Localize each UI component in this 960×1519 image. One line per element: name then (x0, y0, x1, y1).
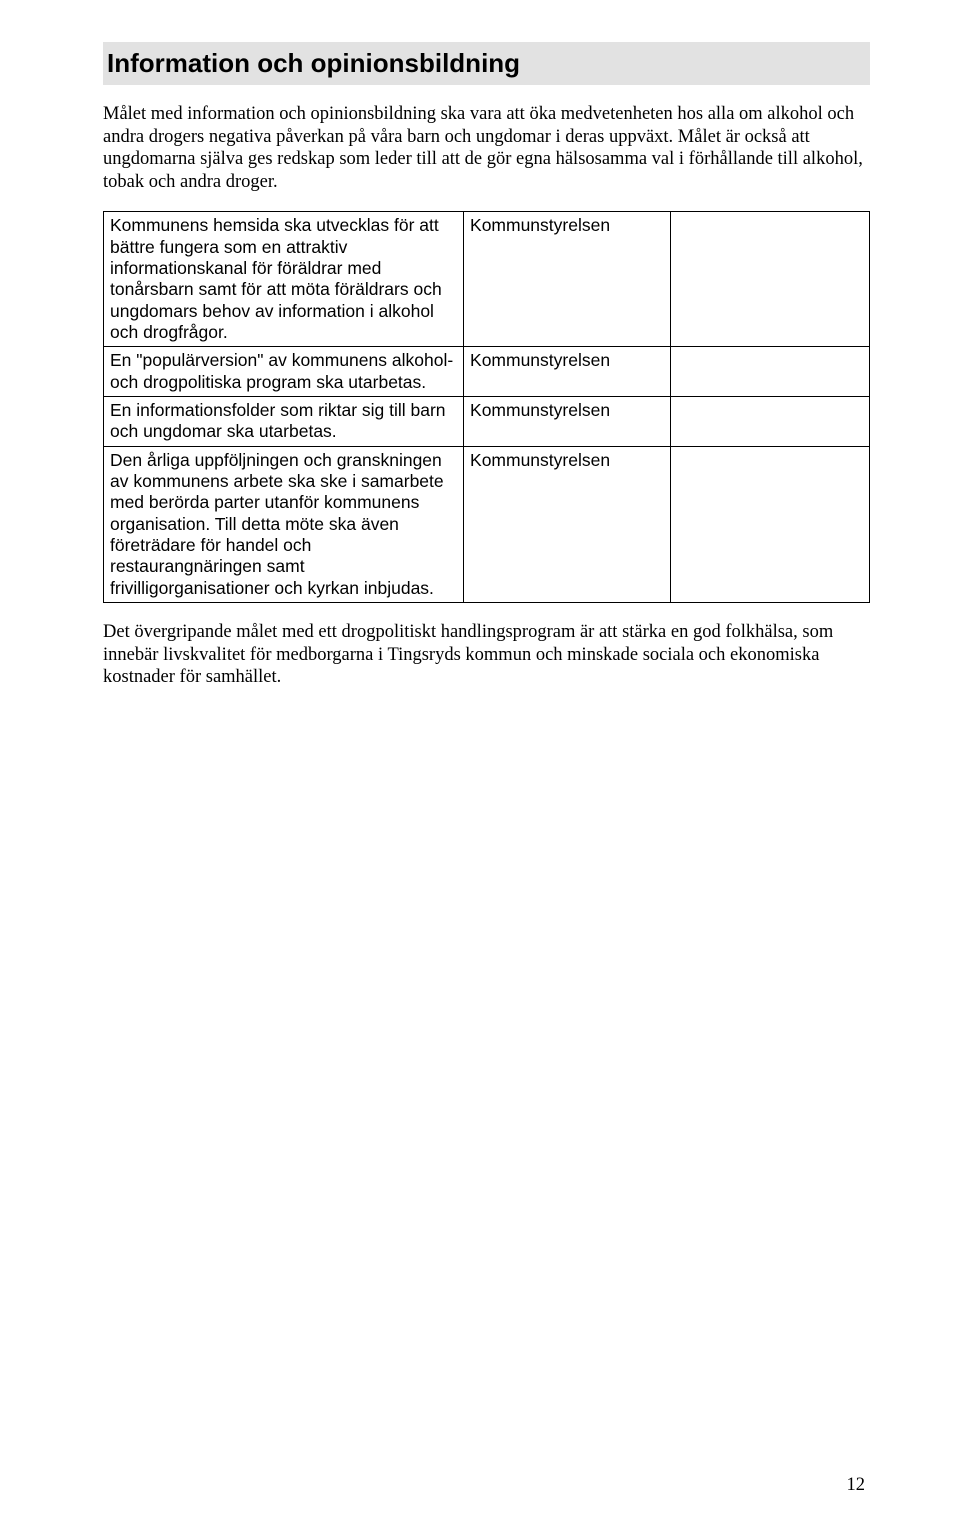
cell-action: En "populärversion" av kommunens alkohol… (104, 347, 464, 397)
section-heading-banner: Information och opinionsbildning (103, 42, 870, 85)
intro-paragraph: Målet med information och opinionsbildni… (103, 103, 870, 193)
table-row: Kommunens hemsida ska utvecklas för att … (104, 212, 870, 347)
cell-empty (670, 397, 869, 447)
cell-empty (670, 347, 869, 397)
table-row: En informationsfolder som riktar sig til… (104, 397, 870, 447)
cell-responsible: Kommunstyrelsen (464, 397, 671, 447)
cell-action: Kommunens hemsida ska utvecklas för att … (104, 212, 464, 347)
document-page: Information och opinionsbildning Målet m… (0, 0, 960, 731)
cell-empty (670, 446, 869, 602)
cell-responsible: Kommunstyrelsen (464, 446, 671, 602)
cell-action: Den årliga uppföljningen och granskninge… (104, 446, 464, 602)
section-heading: Information och opinionsbildning (107, 48, 866, 79)
table-row: Den årliga uppföljningen och granskninge… (104, 446, 870, 602)
cell-empty (670, 212, 869, 347)
measures-table: Kommunens hemsida ska utvecklas för att … (103, 211, 870, 603)
cell-responsible: Kommunstyrelsen (464, 347, 671, 397)
page-number: 12 (847, 1475, 866, 1496)
table-row: En "populärversion" av kommunens alkohol… (104, 347, 870, 397)
cell-responsible: Kommunstyrelsen (464, 212, 671, 347)
closing-paragraph: Det övergripande målet med ett drogpolit… (103, 621, 870, 689)
cell-action: En informationsfolder som riktar sig til… (104, 397, 464, 447)
